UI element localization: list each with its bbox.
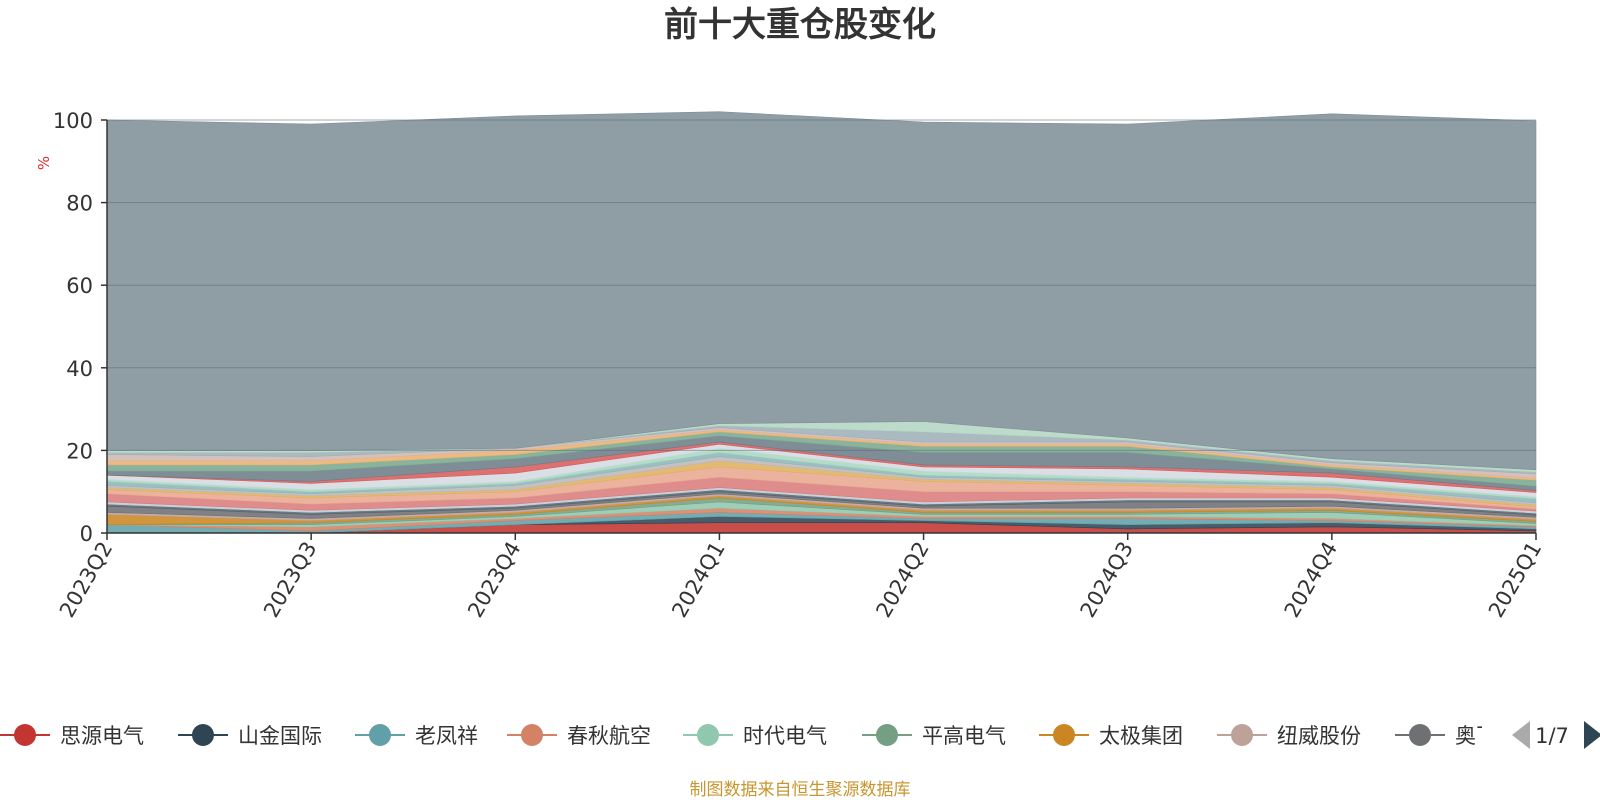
legend-item[interactable]: 时代电气 — [683, 724, 827, 748]
y-tick-label: 100 — [53, 109, 93, 133]
y-tick-label: 20 — [66, 439, 93, 463]
x-tick-label: 2024Q1 — [667, 538, 729, 622]
legend-item[interactable]: 思源电气 — [0, 724, 144, 748]
x-tick-label: 2025Q1 — [1484, 538, 1546, 622]
legend-item[interactable]: 平高电气 — [862, 724, 1006, 748]
y-tick-label: 0 — [80, 522, 93, 546]
area-series-series-26 — [106, 111, 1537, 471]
x-tick-label: 2024Q4 — [1280, 538, 1342, 622]
legend-marker-icon — [192, 724, 214, 746]
legend-item[interactable]: 太极集团 — [1039, 724, 1183, 748]
legend-label: 太极集团 — [1099, 724, 1183, 748]
legend-next-page-icon[interactable] — [1584, 721, 1600, 749]
legend-label: 山金国际 — [238, 724, 322, 748]
legend-label: 春秋航空 — [567, 724, 651, 748]
plot-areas — [106, 111, 1537, 534]
legend-marker-icon — [369, 724, 391, 746]
legend-label: 老凤祥 — [415, 724, 478, 748]
x-tick-label: 2023Q2 — [55, 538, 117, 622]
y-tick-label: 80 — [66, 192, 93, 216]
legend-marker-icon — [1409, 724, 1431, 746]
x-tick-label: 2023Q3 — [259, 538, 321, 622]
legend-marker-icon — [521, 724, 543, 746]
chart-title: 前十大重仓股变化 — [664, 5, 936, 45]
legend-item[interactable]: 奥飞数据 — [1395, 724, 1539, 748]
legend-label: 奥飞数据 — [1455, 724, 1539, 748]
legend-marker-icon — [1231, 724, 1253, 746]
legend-marker-icon — [14, 724, 36, 746]
legend-item[interactable]: 山金国际 — [178, 724, 322, 748]
legend-marker-icon — [697, 724, 719, 746]
y-tick-label: 60 — [66, 274, 93, 298]
legend-item[interactable]: 老凤祥 — [355, 724, 478, 748]
legend[interactable]: 思源电气 山金国际 老凤祥 春秋航空 时代电气 平高电气 太极集团 纽威股份 奥飞数据 — [0, 724, 1539, 748]
x-tick-label: 2024Q2 — [871, 538, 933, 622]
x-tick-label: 2024Q3 — [1076, 538, 1138, 622]
legend-item[interactable]: 春秋航空 — [507, 724, 651, 748]
grid-lines — [107, 119, 1536, 451]
legend-page-indicator: 1/7 — [1535, 724, 1569, 748]
axes — [106, 120, 1536, 534]
x-axis-ticks: 2023Q2 2023Q3 2023Q4 2024Q1 2024Q2 2024Q3 2024… — [55, 533, 1546, 622]
legend-prev-page-icon[interactable] — [1512, 721, 1530, 749]
data-source-note: 制图数据来自恒生聚源数据库 — [690, 780, 911, 800]
legend-pager: 1/7 — [1512, 721, 1600, 749]
legend-label: 纽威股份 — [1277, 724, 1361, 748]
legend-marker-icon — [876, 724, 898, 746]
legend-marker-icon — [1053, 724, 1075, 746]
y-axis-unit-label: % — [35, 156, 53, 170]
y-axis-ticks: 0 20 40 60 80 100 — [53, 109, 107, 546]
legend-label: 思源电气 — [60, 724, 144, 748]
y-tick-label: 40 — [66, 357, 93, 381]
legend-item[interactable]: 纽威股份 — [1217, 724, 1361, 748]
x-tick-label: 2023Q4 — [463, 538, 525, 622]
legend-label: 时代电气 — [743, 724, 827, 748]
legend-label: 平高电气 — [922, 724, 1006, 748]
